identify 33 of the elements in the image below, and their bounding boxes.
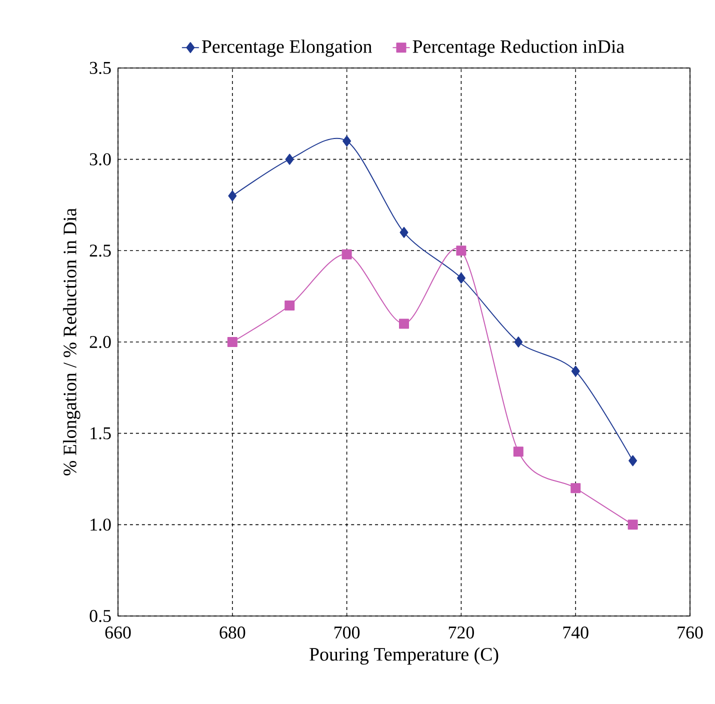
x-tick-label: 680 bbox=[220, 626, 246, 639]
point bbox=[513, 446, 524, 457]
point bbox=[285, 154, 294, 165]
x-tick-label: 720 bbox=[448, 626, 474, 639]
point bbox=[628, 520, 638, 530]
y-tick-label: 1.5 bbox=[90, 427, 111, 440]
point bbox=[228, 190, 237, 202]
point bbox=[570, 483, 581, 494]
x-tick-label: 760 bbox=[678, 626, 703, 639]
x-axis-title: Pouring Temperature (C) bbox=[310, 647, 498, 665]
point bbox=[342, 136, 352, 147]
y-tick-label: 2.5 bbox=[90, 244, 111, 257]
legend-label: Percentage Elongation bbox=[202, 40, 372, 57]
y-tick-label: 0.5 bbox=[90, 610, 111, 622]
y-tick-label: 3.5 bbox=[90, 62, 111, 74]
x-tick-label: 740 bbox=[563, 626, 588, 639]
point bbox=[514, 336, 523, 348]
point bbox=[400, 226, 408, 238]
legend-label: Percentage Reduction inDia bbox=[412, 40, 624, 57]
x-tick-label: 660 bbox=[105, 626, 131, 639]
x-tick-label: 700 bbox=[334, 626, 360, 639]
point bbox=[399, 318, 410, 329]
y-tick-label: 3.0 bbox=[90, 153, 111, 166]
y-tick-label: 1.0 bbox=[90, 518, 111, 531]
y-tick-label: 2.0 bbox=[90, 336, 111, 348]
point bbox=[342, 249, 352, 260]
point bbox=[456, 246, 466, 256]
point bbox=[456, 272, 466, 284]
y-axis-title: % Elongation / % Reduction in Dia bbox=[63, 208, 80, 476]
point bbox=[284, 300, 295, 310]
point bbox=[628, 455, 638, 466]
point bbox=[571, 366, 580, 377]
point bbox=[227, 336, 238, 347]
